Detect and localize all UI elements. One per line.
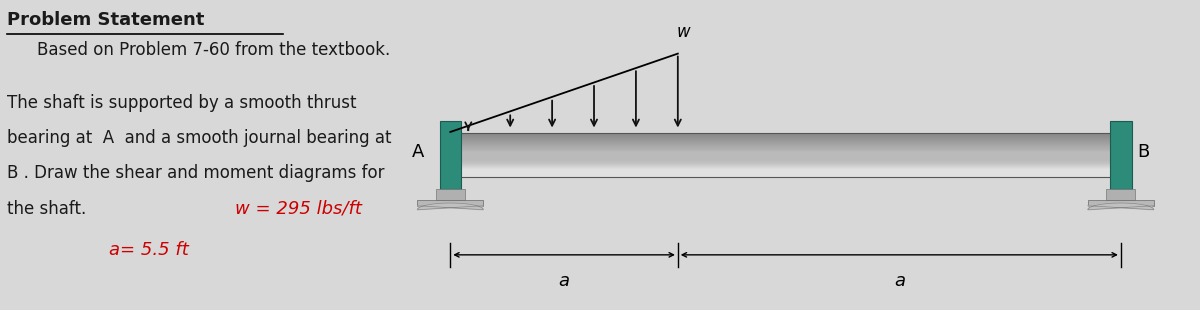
Bar bbox=[450, 164, 1121, 165]
Bar bbox=[439, 121, 461, 189]
Bar bbox=[450, 150, 1121, 151]
Text: B . Draw the shear and moment diagrams for: B . Draw the shear and moment diagrams f… bbox=[7, 164, 385, 182]
Bar bbox=[450, 169, 1121, 170]
Bar bbox=[450, 146, 1121, 148]
Text: a: a bbox=[558, 272, 570, 290]
Polygon shape bbox=[1088, 203, 1153, 210]
Bar bbox=[450, 174, 1121, 175]
Text: B: B bbox=[1138, 143, 1150, 161]
Bar bbox=[418, 200, 484, 206]
Text: a: a bbox=[894, 272, 905, 290]
Text: a= 5.5 ft: a= 5.5 ft bbox=[109, 241, 188, 259]
Bar bbox=[450, 148, 1121, 150]
Text: bearing at  A  and a smooth journal bearing at: bearing at A and a smooth journal bearin… bbox=[7, 129, 392, 147]
Bar bbox=[450, 170, 1121, 171]
Text: Based on Problem 7-60 from the textbook.: Based on Problem 7-60 from the textbook. bbox=[37, 41, 390, 59]
Bar bbox=[450, 165, 1121, 166]
Bar bbox=[450, 167, 1121, 168]
Bar bbox=[450, 153, 1121, 154]
Bar bbox=[450, 143, 1121, 144]
Bar bbox=[450, 160, 1121, 162]
Bar bbox=[1110, 121, 1132, 189]
Bar bbox=[450, 145, 1121, 146]
Bar bbox=[1106, 189, 1135, 200]
Text: A: A bbox=[412, 143, 424, 161]
Bar bbox=[450, 142, 1121, 143]
Bar bbox=[450, 158, 1121, 159]
Bar bbox=[436, 189, 464, 200]
Bar bbox=[450, 151, 1121, 152]
Text: the shaft.: the shaft. bbox=[7, 200, 86, 218]
Bar bbox=[450, 172, 1121, 173]
Bar bbox=[450, 139, 1121, 140]
Bar bbox=[450, 162, 1121, 164]
Bar bbox=[450, 159, 1121, 160]
Bar bbox=[450, 154, 1121, 155]
Text: Problem Statement: Problem Statement bbox=[7, 11, 205, 29]
Bar bbox=[450, 135, 1121, 136]
Polygon shape bbox=[418, 203, 484, 210]
Bar bbox=[450, 168, 1121, 169]
Bar bbox=[450, 141, 1121, 142]
Bar bbox=[450, 171, 1121, 172]
Bar bbox=[450, 137, 1121, 138]
Bar bbox=[450, 144, 1121, 145]
Bar bbox=[450, 175, 1121, 176]
Text: w = 295 lbs/ft: w = 295 lbs/ft bbox=[235, 200, 361, 218]
Text: w: w bbox=[677, 23, 691, 41]
Bar bbox=[450, 157, 1121, 158]
Bar bbox=[450, 152, 1121, 153]
Bar bbox=[450, 173, 1121, 174]
Bar bbox=[450, 155, 1121, 156]
Bar bbox=[450, 166, 1121, 167]
Bar bbox=[450, 138, 1121, 139]
Bar bbox=[450, 136, 1121, 137]
Bar bbox=[450, 134, 1121, 135]
Bar bbox=[450, 156, 1121, 157]
Bar bbox=[450, 134, 1121, 176]
Text: The shaft is supported by a smooth thrust: The shaft is supported by a smooth thrus… bbox=[7, 94, 356, 112]
Bar bbox=[1088, 200, 1153, 206]
Bar bbox=[450, 140, 1121, 141]
